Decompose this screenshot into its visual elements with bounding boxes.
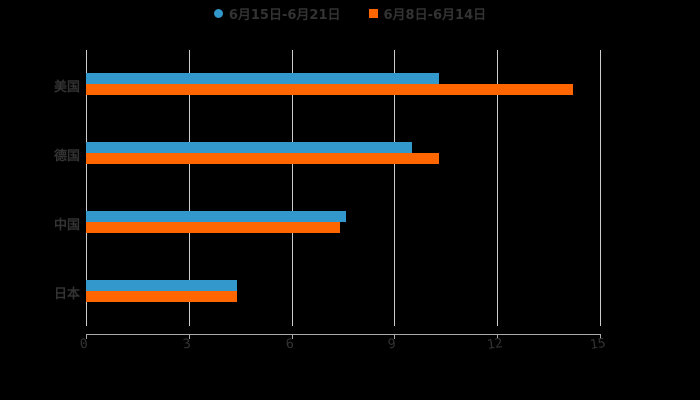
bar[interactable] xyxy=(86,73,439,84)
bar[interactable] xyxy=(86,84,573,95)
bar[interactable] xyxy=(86,142,412,153)
bar[interactable] xyxy=(86,211,347,222)
gridline xyxy=(497,50,499,326)
axis-tick-label: 12 xyxy=(486,335,504,354)
bar[interactable] xyxy=(86,153,439,164)
gridline xyxy=(394,50,396,326)
square-marker-icon xyxy=(368,9,378,18)
legend-label: 6月8日-6月14日 xyxy=(383,8,487,23)
circle-marker-icon xyxy=(213,9,223,18)
category-label: 中国 xyxy=(53,218,80,233)
axis-tick-label: 15 xyxy=(589,335,607,354)
gridline xyxy=(291,50,293,326)
gridline xyxy=(188,50,190,326)
axis-tick-label: 3 xyxy=(181,336,192,353)
category-label: 德国 xyxy=(53,149,80,164)
axis-tick-label: 9 xyxy=(387,336,398,353)
bar[interactable] xyxy=(86,222,340,233)
axis-tick xyxy=(188,334,190,339)
axis-tick xyxy=(86,334,87,339)
category-label: 美国 xyxy=(53,80,80,95)
legend: 6月15日-6月21日 6月8日-6月14日 xyxy=(0,4,700,23)
bar[interactable] xyxy=(86,280,237,291)
gridline xyxy=(600,50,601,326)
axis-tick xyxy=(497,334,499,339)
x-axis xyxy=(86,334,600,335)
legend-item-series-2[interactable]: 6月8日-6月14日 xyxy=(368,4,487,23)
axis-tick-label: 0 xyxy=(78,336,89,353)
axis-tick xyxy=(291,334,293,339)
bar[interactable] xyxy=(86,291,237,302)
category-label: 日本 xyxy=(53,287,80,302)
legend-item-series-1[interactable]: 6月15日-6月21日 xyxy=(213,4,341,23)
gridline xyxy=(86,50,87,326)
legend-label: 6月15日-6月21日 xyxy=(228,8,341,23)
axis-tick-label: 6 xyxy=(284,336,295,353)
axis-tick xyxy=(394,334,396,339)
axis-tick xyxy=(600,334,601,339)
